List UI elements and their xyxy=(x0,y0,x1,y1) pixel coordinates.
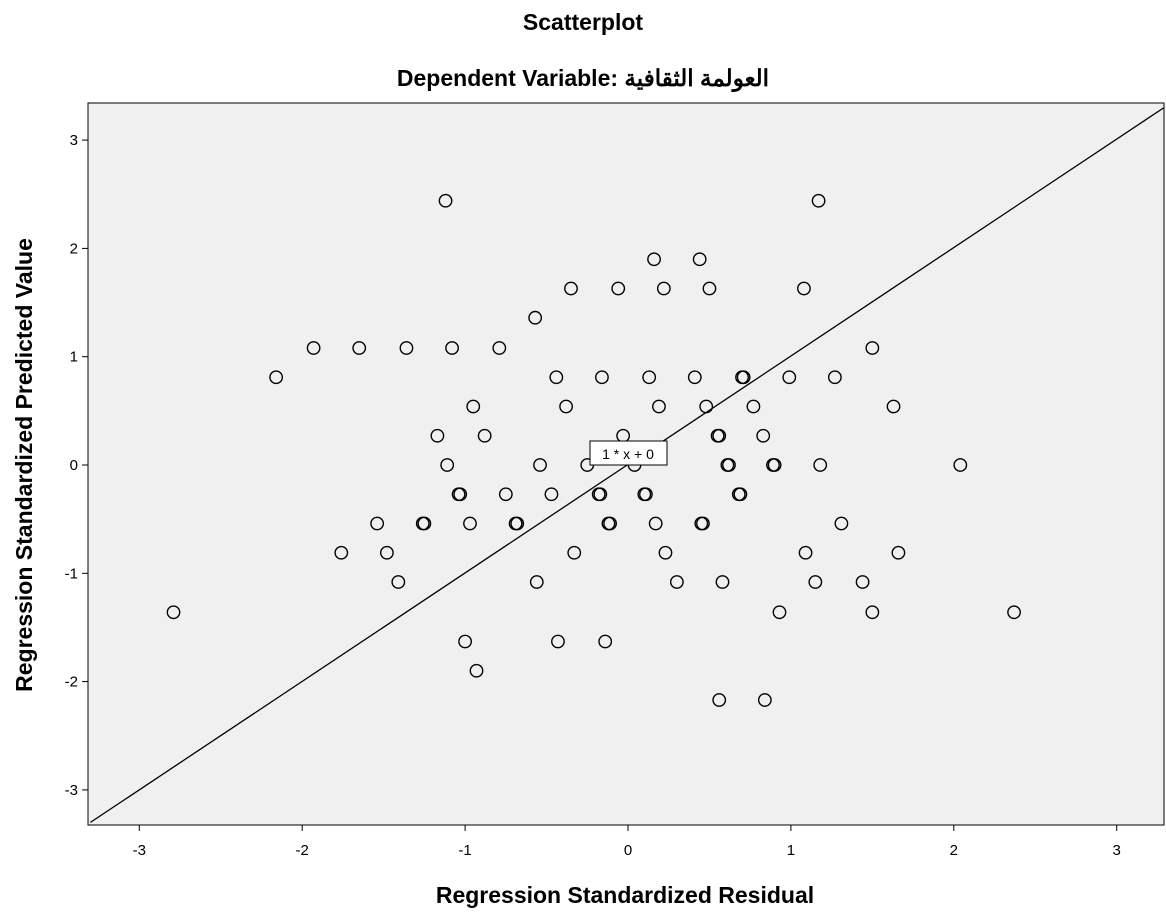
chart-title: Scatterplot xyxy=(523,9,643,35)
chart-subtitle: Dependent Variable: العولمة الثقافية xyxy=(397,65,769,93)
x-tick-label: -3 xyxy=(133,842,146,859)
y-tick-label: 1 xyxy=(70,349,78,366)
y-tick-label: -2 xyxy=(65,674,78,691)
y-tick-label: 0 xyxy=(70,457,78,474)
x-tick-label: 2 xyxy=(950,842,958,859)
y-tick-label: -3 xyxy=(65,782,78,799)
x-tick-label: 0 xyxy=(624,842,632,859)
y-tick-label: 2 xyxy=(70,240,78,257)
y-axis-title: Regression Standardized Predicted Value xyxy=(11,238,37,692)
y-axis: 3 2 1 0 -1 -2 -3 xyxy=(65,132,88,799)
y-tick-label: 3 xyxy=(70,132,78,149)
fit-line-label-text: 1 * x + 0 xyxy=(602,446,654,462)
x-tick-label: 1 xyxy=(787,842,795,859)
y-tick-label: -1 xyxy=(65,565,78,582)
x-tick-label: -1 xyxy=(458,842,471,859)
x-axis-title: Regression Standardized Residual xyxy=(436,882,814,908)
fit-line-label: 1 * x + 0 xyxy=(590,441,667,465)
x-tick-label: -2 xyxy=(296,842,309,859)
x-tick-label: 3 xyxy=(1113,842,1121,859)
x-axis: -3 -2 -1 0 1 2 3 xyxy=(133,825,1121,859)
